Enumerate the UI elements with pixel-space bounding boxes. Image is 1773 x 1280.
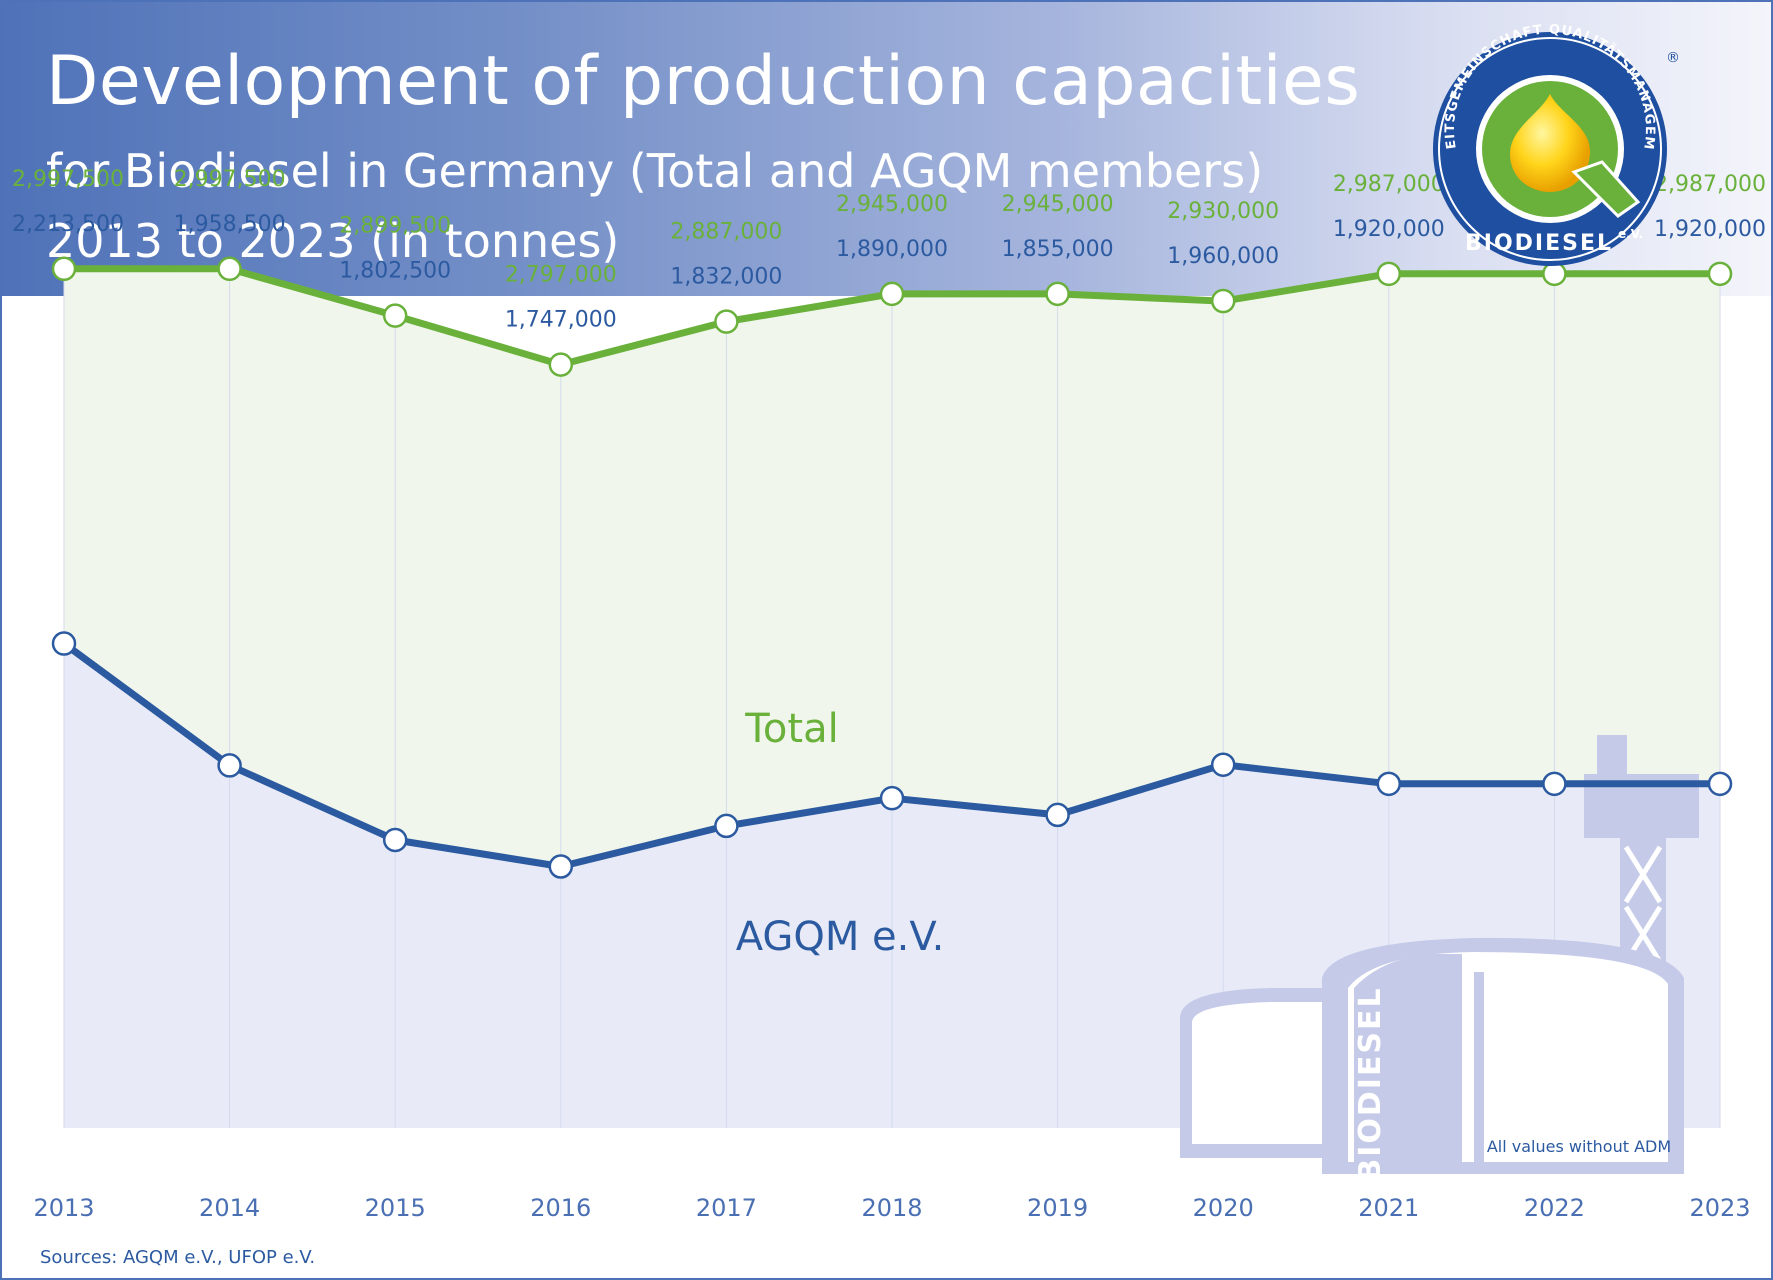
page-title: Development of production capacities	[46, 42, 1361, 121]
total-label-2019: 2,945,000	[1002, 192, 1114, 217]
x-tick-2020: 2020	[1193, 1194, 1254, 1222]
subtitle-line-2: 2013 to 2023 (in tonnes)	[46, 214, 620, 268]
agqm-label-2016: 1,747,000	[505, 308, 617, 333]
total-label-2014: 2,997,500	[174, 167, 286, 192]
x-tick-2016: 2016	[530, 1194, 591, 1222]
agqm-point-2017	[714, 813, 739, 839]
agqm-label-2018: 1,890,000	[836, 237, 948, 262]
total-point-2017	[714, 309, 739, 334]
agqm-label-2023: 1,920,000	[1654, 217, 1766, 242]
agqm-label-2013: 2,213,500	[12, 212, 124, 237]
agqm-label-2019: 1,855,000	[1002, 237, 1114, 262]
x-tick-2019: 2019	[1027, 1194, 1088, 1222]
total-point-2016	[548, 352, 574, 377]
total-label-2021: 2,987,000	[1333, 172, 1445, 197]
agqm-point-2015	[382, 827, 408, 853]
total-point-2018	[879, 281, 905, 307]
x-tick-2013: 2013	[33, 1194, 94, 1222]
x-tick-2015: 2015	[365, 1194, 426, 1222]
x-tick-2021: 2021	[1358, 1194, 1419, 1222]
agqm-label-2015: 1,802,500	[339, 259, 451, 284]
total-point-2014	[217, 256, 242, 282]
oil-drop-icon	[1510, 94, 1591, 192]
total-point-2019	[1045, 281, 1070, 307]
total-point-2022	[1542, 261, 1567, 287]
total-label-2013: 2,997,500	[12, 167, 124, 192]
total-point-2021	[1376, 261, 1402, 287]
agqm-label-2017: 1,832,000	[670, 265, 782, 290]
series-name-agqm: AGQM e.V.	[736, 914, 945, 960]
logo-suffix-text: e.V.	[1618, 227, 1643, 241]
x-tick-2023: 2023	[1689, 1194, 1750, 1222]
sources-note: Sources: AGQM e.V., UFOP e.V.	[40, 1247, 316, 1268]
data-markers	[51, 256, 1733, 879]
small-tank-illustration	[1180, 988, 1334, 1158]
total-point-2013	[51, 256, 77, 282]
agqm-point-2016	[548, 854, 574, 879]
agqm-label-2021: 1,920,000	[1333, 217, 1445, 242]
factory-illustration	[1180, 735, 1699, 1174]
subtitle-line-1: for Biodiesel in Germany (Total and AGQM…	[46, 144, 1264, 198]
note-text: All values without ADM	[1487, 1137, 1671, 1156]
tank-label: BIODIESEL	[1353, 986, 1388, 1181]
total-label-2018: 2,945,000	[836, 192, 948, 217]
agqm-point-2013	[51, 631, 77, 656]
x-tick-2017: 2017	[696, 1194, 757, 1222]
agqm-point-2020	[1210, 752, 1236, 777]
total-point-2020	[1210, 288, 1236, 314]
agqm-label-2014: 1,958,500	[174, 212, 286, 237]
total-label-2015: 2,899,500	[339, 214, 451, 239]
logo-ring-text: ARBEITSGEMEINSCHAFT QUALITÄTSMANAGEMENT	[2, 2, 1656, 151]
logo-brand-text: BIODIESEL	[1465, 231, 1613, 256]
total-point-2015	[382, 303, 408, 328]
registered-mark: ®	[1666, 50, 1680, 66]
total-point-2023	[1707, 261, 1733, 287]
agqm-point-2018	[879, 785, 905, 811]
x-tick-2018: 2018	[861, 1194, 922, 1222]
total-label-2020: 2,930,000	[1167, 199, 1279, 224]
x-tick-2022: 2022	[1524, 1194, 1585, 1222]
q-tail-icon	[1571, 160, 1641, 218]
total-label-2017: 2,887,000	[670, 220, 782, 245]
value-labels: 2,997,500 2,213,500 2,997,500 1,958,500 2,89…	[12, 167, 1766, 333]
large-tank-illustration	[1322, 937, 1684, 1174]
logo-ring-text-path: ARBEITSGEMEINSCHAFT QUALITÄTSMANAGEMENT	[2, 2, 1657, 151]
agqm-point-2014	[217, 753, 242, 778]
x-axis-ticks: 2013 2014 2015 2016 2017 2018 2019 2020 2021 2022…	[33, 1194, 1750, 1222]
agqm-point-2021	[1376, 771, 1402, 797]
total-label-2023: 2,987,000	[1654, 172, 1766, 197]
agqm-point-2023	[1707, 771, 1733, 797]
agqm-point-2019	[1045, 802, 1070, 828]
series-name-total: Total	[744, 706, 838, 752]
total-label-2016: 2,797,000	[505, 263, 617, 288]
agqm-point-2022	[1542, 771, 1567, 797]
agqm-label-2020: 1,960,000	[1167, 244, 1279, 269]
x-tick-2014: 2014	[199, 1194, 260, 1222]
